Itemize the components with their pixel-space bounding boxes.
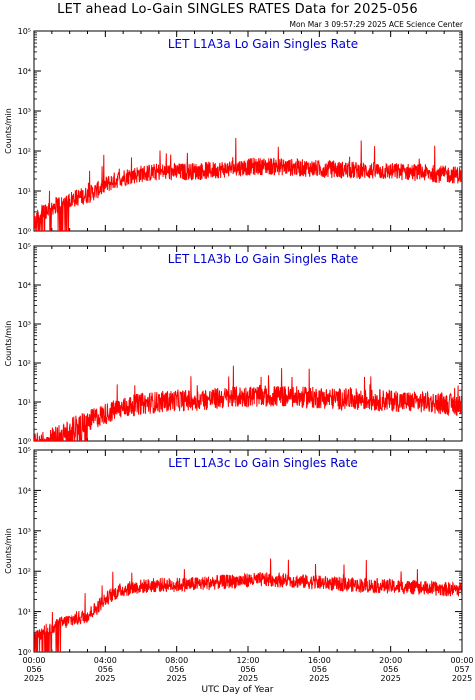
- y-tick-label: 10³: [18, 107, 31, 116]
- y-tick-label: 10¹: [18, 608, 31, 617]
- x-tick-label-time: 20:00: [379, 656, 402, 665]
- y-tick-label: 10²: [18, 359, 31, 368]
- x-tick-label-doy: 056: [240, 665, 255, 674]
- x-axis-label: UTC Day of Year: [201, 685, 274, 695]
- data-series-line: [34, 137, 462, 231]
- y-tick-label: 10⁵: [18, 27, 31, 36]
- data-series-line: [34, 365, 462, 441]
- x-tick-label-time: 16:00: [308, 656, 331, 665]
- x-tick-label-year: 2025: [238, 674, 258, 683]
- x-tick-label-time: 04:00: [94, 656, 117, 665]
- x-tick-label-doy: 056: [169, 665, 184, 674]
- x-tick-label-year: 2025: [24, 674, 44, 683]
- x-tick-label-time: 00:00: [450, 656, 473, 665]
- panel-frame: [33, 245, 463, 442]
- generation-timestamp: Mon Mar 3 09:57:29 2025 ACE Science Cent…: [289, 20, 464, 29]
- data-series-line: [34, 558, 462, 652]
- panel-label: LET L1A3b Lo Gain Singles Rate: [168, 252, 359, 266]
- chart-title: LET ahead Lo-Gain SINGLES RATES Data for…: [57, 2, 418, 17]
- x-tick-label-time: 00:00: [22, 656, 45, 665]
- y-tick-label: 10³: [18, 527, 31, 536]
- y-axis-label: Counts/min: [4, 321, 13, 367]
- y-tick-label: 10³: [18, 320, 31, 329]
- panel-frame: [33, 449, 463, 653]
- x-tick-label-doy: 056: [312, 665, 327, 674]
- x-tick-label-doy: 057: [454, 665, 469, 674]
- y-tick-label: 10⁰: [18, 227, 31, 236]
- panel-label: LET L1A3a Lo Gain Singles Rate: [168, 37, 358, 51]
- y-tick-label: 10⁰: [18, 648, 31, 657]
- y-tick-label: 10⁵: [18, 446, 31, 455]
- y-axis-label: Counts/min: [4, 528, 13, 574]
- x-tick-label-year: 2025: [95, 674, 115, 683]
- x-tick-label-time: 08:00: [165, 656, 188, 665]
- panel-frame: [33, 30, 463, 232]
- y-tick-label: 10²: [18, 147, 31, 156]
- x-tick-label-doy: 056: [26, 665, 41, 674]
- y-tick-label: 10⁴: [18, 67, 31, 76]
- x-tick-label-doy: 056: [98, 665, 113, 674]
- y-tick-label: 10²: [18, 567, 31, 576]
- y-tick-label: 10⁵: [18, 242, 31, 251]
- panel-label: LET L1A3c Lo Gain Singles Rate: [168, 456, 358, 470]
- y-tick-label: 10⁴: [18, 486, 31, 495]
- x-tick-label-year: 2025: [380, 674, 400, 683]
- y-tick-label: 10⁰: [18, 437, 31, 446]
- y-axis-label: Counts/min: [4, 108, 13, 154]
- x-tick-label-year: 2025: [309, 674, 329, 683]
- x-tick-label-year: 2025: [166, 674, 186, 683]
- y-tick-label: 10¹: [18, 187, 31, 196]
- x-tick-label-time: 12:00: [236, 656, 259, 665]
- y-tick-label: 10⁴: [18, 281, 31, 290]
- x-tick-label-doy: 056: [383, 665, 398, 674]
- x-tick-label-year: 2025: [452, 674, 472, 683]
- y-tick-label: 10¹: [18, 398, 31, 407]
